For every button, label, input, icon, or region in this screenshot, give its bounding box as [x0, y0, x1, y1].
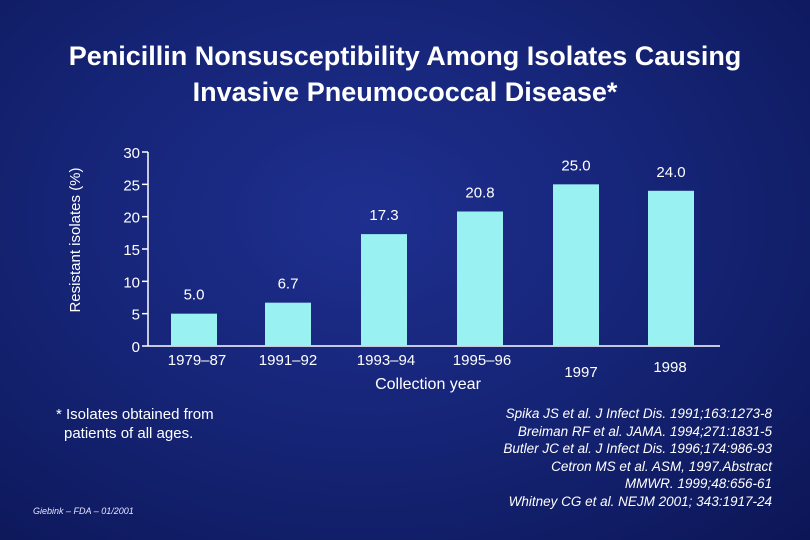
bar — [171, 313, 217, 346]
bar-value-label: 5.0 — [184, 287, 205, 304]
x-tick-label: 1991–92 — [259, 352, 317, 369]
y-tick-label: 25 — [123, 177, 140, 194]
reference-3: Butler JC et al. J Infect Dis. 1996;174:… — [503, 441, 772, 457]
reference-2: Breiman RF et al. JAMA. 1994;271:1831-5 — [517, 423, 772, 439]
bar — [553, 184, 599, 346]
y-tick-label: 5 — [132, 307, 140, 324]
reference-6: Whitney CG et al. NEJM 2001; 343:1917-24 — [508, 493, 772, 509]
bar — [265, 302, 311, 346]
y-tick-label: 0 — [132, 339, 140, 356]
y-tick-label: 15 — [123, 242, 140, 259]
footnote-line-2: patients of all ages. — [64, 425, 194, 442]
chart-title: Penicillin Nonsusceptibility Among Isola… — [0, 38, 810, 110]
y-axis-title: Resistant isolates (%) — [67, 167, 84, 312]
bar-value-label: 20.8 — [465, 184, 494, 201]
bar-value-label: 25.0 — [561, 157, 590, 174]
reference-4: Cetron MS et al. ASM, 1997.Abstract — [551, 458, 772, 474]
title-line-2: Invasive Pneumococcal Disease* — [192, 77, 618, 107]
bar — [648, 190, 694, 346]
references: Spika JS et al. J Infect Dis. 1991;163:1… — [392, 405, 772, 511]
y-tick-label: 10 — [123, 274, 140, 291]
x-tick-label: 1993–94 — [357, 352, 415, 369]
reference-5: MMWR. 1999;48:656-61 — [624, 476, 772, 492]
y-tick-label: 20 — [123, 210, 140, 227]
credit-text: Giebink – FDA – 01/2001 — [33, 506, 134, 516]
footnote-line-1: * Isolates obtained from — [56, 406, 214, 423]
x-tick-label: 1997 — [564, 364, 597, 381]
x-axis-title: Collection year — [375, 376, 482, 393]
reference-1: Spika JS et al. J Infect Dis. 1991;163:1… — [505, 406, 772, 421]
title-line-1: Penicillin Nonsusceptibility Among Isola… — [68, 41, 742, 71]
bar — [457, 211, 503, 346]
bar-value-label: 6.7 — [278, 276, 299, 293]
x-tick-label: 1995–96 — [453, 352, 511, 369]
bar-value-label: 24.0 — [656, 164, 685, 181]
x-tick-label: 1979–87 — [168, 352, 226, 369]
bar-value-label: 17.3 — [369, 207, 398, 224]
footnote: * Isolates obtained from patients of all… — [56, 405, 214, 443]
x-tick-label: 1998 — [653, 359, 686, 376]
bar — [361, 234, 407, 346]
y-tick-label: 30 — [123, 145, 140, 162]
